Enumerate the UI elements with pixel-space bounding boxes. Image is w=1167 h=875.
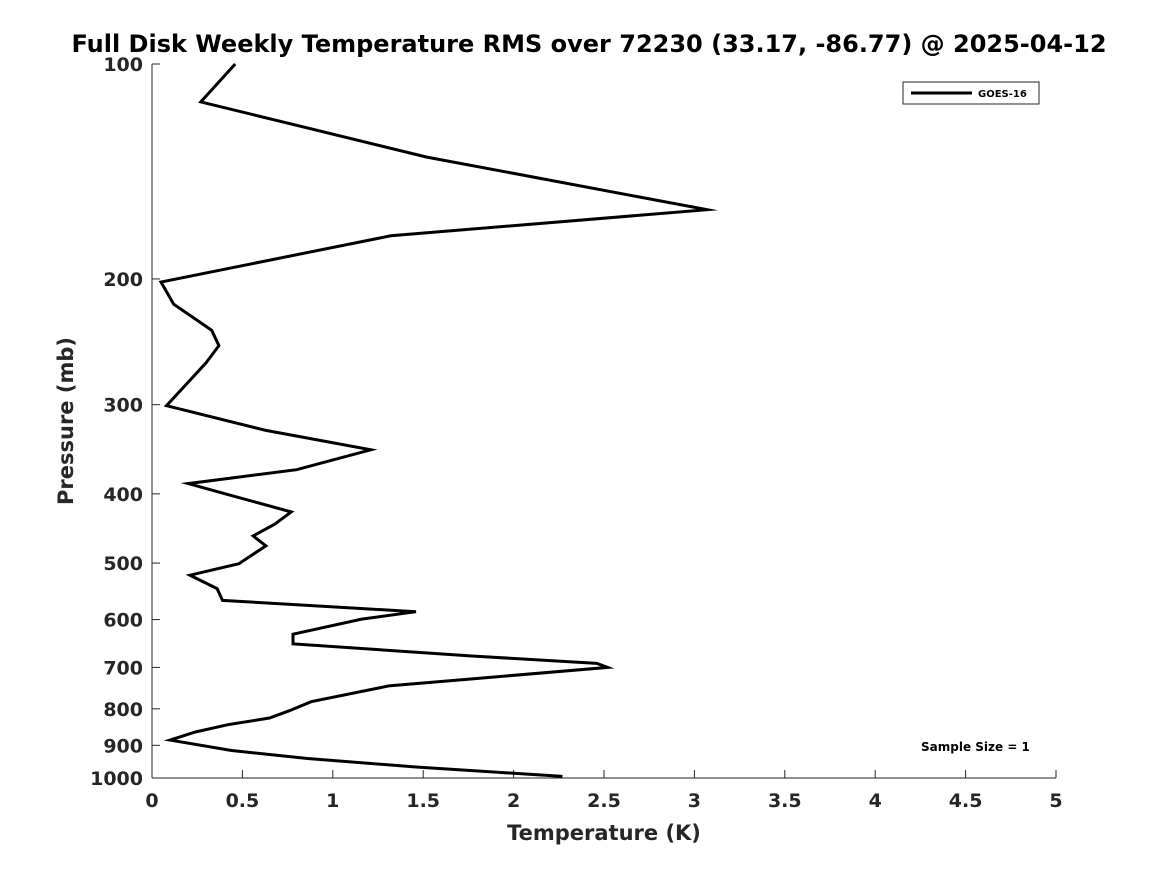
x-tick-label: 4.5 — [949, 790, 983, 812]
x-tick-label: 2.5 — [587, 790, 621, 812]
x-tick-label: 5 — [1049, 790, 1062, 812]
y-tick-label: 900 — [103, 735, 143, 757]
x-tick-label: 4 — [869, 790, 882, 812]
plot-axes — [151, 64, 1056, 779]
series-line-goes-16 — [158, 62, 719, 778]
legend: GOES-16 — [902, 81, 1040, 105]
x-axis-ticks: 0 0.5 1 1.5 2 2.5 3 3.5 4 4.5 5 — [145, 770, 1063, 812]
x-tick-label: 0.5 — [226, 790, 260, 812]
y-axis-ticks: 100 200 300 400 500 600 700 800 900 1000 — [90, 54, 160, 790]
series-layer — [158, 62, 719, 778]
chart-title: Full Disk Weekly Temperature RMS over 72… — [71, 30, 1106, 58]
x-tick-label: 3.5 — [768, 790, 802, 812]
y-tick-label: 200 — [103, 269, 143, 291]
y-tick-label: 400 — [103, 484, 143, 506]
y-axis-label: Pressure (mb) — [54, 337, 78, 505]
y-tick-label: 500 — [103, 553, 143, 575]
y-tick-label: 700 — [103, 657, 143, 679]
y-tick-label: 100 — [103, 54, 143, 76]
y-tick-label: 600 — [103, 610, 143, 632]
y-tick-label: 1000 — [90, 768, 143, 790]
y-tick-label: 800 — [103, 699, 143, 721]
legend-label-goes-16: GOES-16 — [978, 89, 1027, 100]
sample-size-annotation: Sample Size = 1 — [921, 740, 1030, 754]
x-tick-label: 0 — [145, 790, 158, 812]
x-tick-label: 2 — [507, 790, 520, 812]
x-axis-label: Temperature (K) — [507, 821, 701, 845]
x-tick-label: 3 — [688, 790, 701, 812]
x-tick-label: 1.5 — [406, 790, 440, 812]
x-tick-label: 1 — [326, 790, 339, 812]
y-tick-label: 300 — [103, 395, 143, 417]
